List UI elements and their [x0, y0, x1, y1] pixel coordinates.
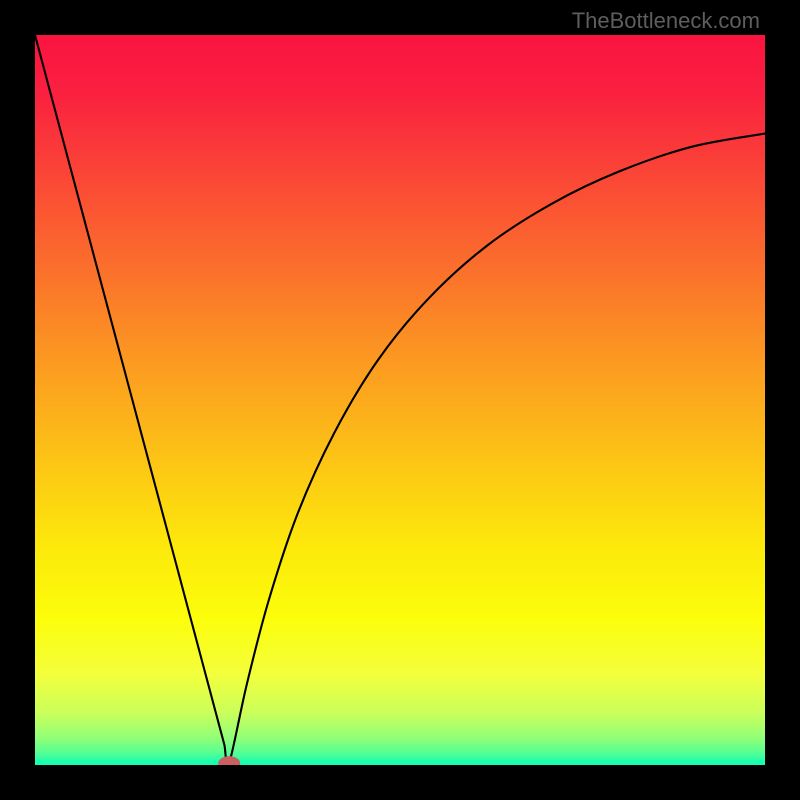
chart-min-marker [218, 756, 240, 765]
chart-stage: TheBottleneck.com [0, 0, 800, 800]
chart-plot-area [35, 35, 765, 765]
chart-curve-line [35, 35, 765, 765]
watermark-text: TheBottleneck.com [572, 8, 760, 34]
chart-curve-overlay [35, 35, 765, 765]
